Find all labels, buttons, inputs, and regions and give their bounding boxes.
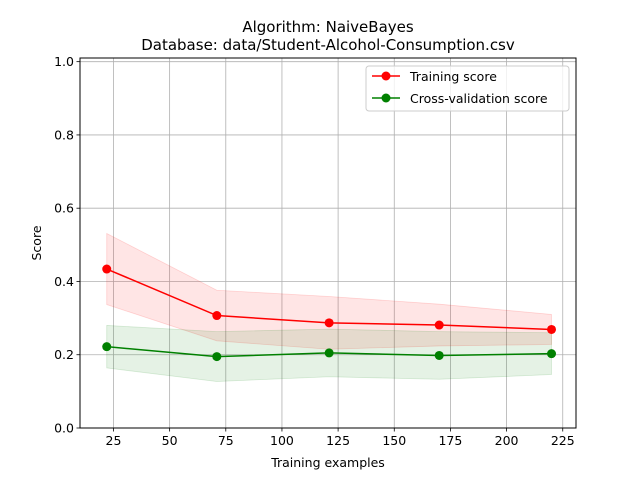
y-tick-label: 1.0: [54, 54, 74, 69]
x-tick-label: 150: [382, 433, 406, 448]
legend-training-label: Training score: [409, 69, 497, 84]
y-tick-label: 0.8: [54, 127, 74, 142]
y-axis-label: Score: [29, 225, 44, 260]
legend-training-marker: [381, 71, 391, 81]
training-score-point: [434, 320, 444, 330]
cv-score-point: [434, 350, 444, 360]
y-tick-label: 0.6: [54, 201, 74, 216]
y-tick-label: 0.2: [54, 347, 74, 362]
training-score-band: [106, 232, 552, 350]
cv-score-point: [212, 352, 222, 362]
chart-title-line-1: Algorithm: NaiveBayes: [242, 18, 414, 36]
cv-score-point: [102, 342, 112, 352]
x-tick-label: 125: [326, 433, 350, 448]
x-tick-label: 200: [495, 433, 519, 448]
legend: Training score Cross-validation score: [365, 65, 570, 112]
training-score-point: [324, 318, 334, 328]
cv-score-point: [324, 348, 334, 358]
legend-box: [365, 65, 570, 112]
x-tick-label: 50: [162, 433, 178, 448]
training-score-point: [102, 264, 112, 274]
plot-frame: [79, 57, 577, 429]
cv-score-point: [547, 349, 557, 359]
chart-title-line-2: Database: data/Student-Alcohol-Consumpti…: [141, 36, 515, 54]
x-tick-label: 225: [551, 433, 575, 448]
y-tick-label: 0.0: [54, 421, 74, 436]
x-tick-label: 25: [106, 433, 122, 448]
x-tick-label: 75: [218, 433, 234, 448]
training-score-point: [212, 311, 222, 321]
x-tick-label: 100: [270, 433, 294, 448]
y-axis-ticks: 0.0 0.2 0.4 0.6 0.8 1.0: [54, 54, 80, 436]
score-markers: [102, 264, 557, 362]
legend-cv-label: Cross-validation score: [410, 91, 548, 106]
training-score-point: [547, 324, 557, 334]
legend-cv-marker: [381, 93, 391, 103]
x-axis-ticks: 25 50 75 100 125 150 175 200 225: [106, 428, 575, 448]
x-axis-label: Training examples: [270, 455, 385, 470]
x-tick-label: 175: [438, 433, 462, 448]
y-tick-label: 0.4: [54, 274, 74, 289]
